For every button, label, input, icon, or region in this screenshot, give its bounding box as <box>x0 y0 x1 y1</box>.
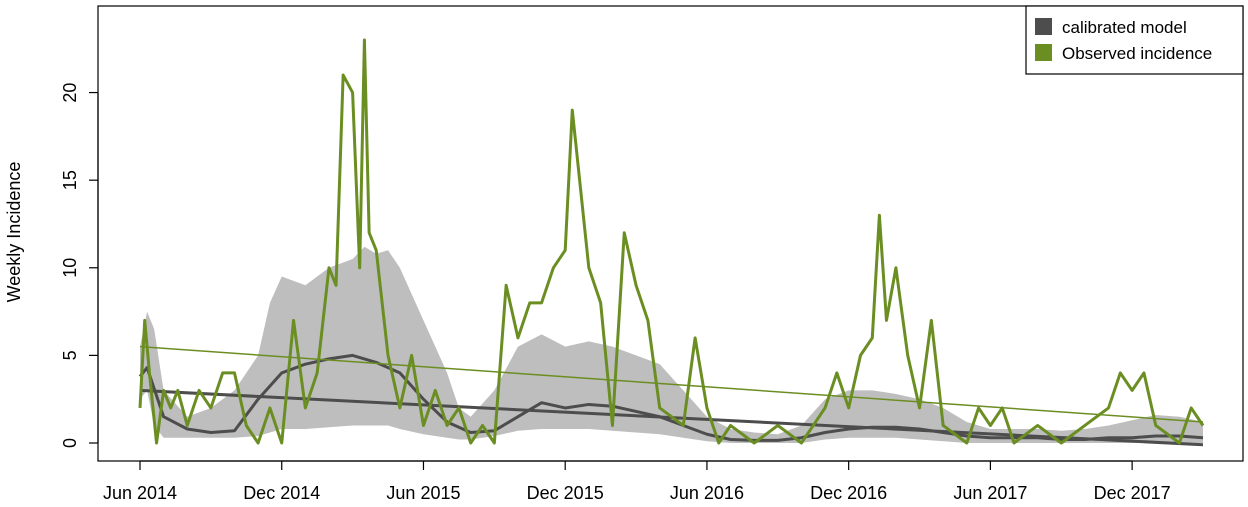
x-tick-label-dec-2015: Dec 2015 <box>527 483 604 503</box>
legend-swatch-calibrated-model <box>1035 18 1052 35</box>
x-tick-label-dec-2014: Dec 2014 <box>243 483 320 503</box>
y-tick-label-15: 15 <box>60 170 80 190</box>
legend-label-calibrated-model: calibrated model <box>1062 18 1187 37</box>
series-observed-incidence-trend <box>139 345 1204 423</box>
y-axis: 0 5 10 15 20 <box>60 83 99 448</box>
x-tick-label-jun-2014: Jun 2014 <box>103 483 177 503</box>
confidence-band <box>140 246 1203 443</box>
x-tick-label-jun-2016: Jun 2016 <box>670 483 744 503</box>
y-axis-label: Weekly Incidence <box>4 162 24 303</box>
series-layer <box>138 38 1205 447</box>
legend-box <box>1025 5 1244 75</box>
y-tick-label-10: 10 <box>60 258 80 278</box>
legend-swatch-observed-incidence <box>1035 44 1052 61</box>
legend-label-observed-incidence: Observed incidence <box>1062 44 1212 63</box>
legend: calibrated model Observed incidence <box>1025 5 1244 75</box>
x-tick-label-dec-2016: Dec 2016 <box>810 483 887 503</box>
y-tick-label-0: 0 <box>60 438 80 448</box>
x-tick-label-dec-2017: Dec 2017 <box>1094 483 1171 503</box>
x-tick-label-jun-2017: Jun 2017 <box>953 483 1027 503</box>
x-axis: Jun 2014 Dec 2014 Jun 2015 Dec 2015 Jun 2016… <box>103 460 1171 503</box>
y-tick-label-5: 5 <box>60 350 80 360</box>
confidence-band-area <box>140 246 1203 443</box>
y-tick-label-20: 20 <box>60 83 80 103</box>
series-observed-incidence <box>138 38 1205 445</box>
x-tick-label-jun-2015: Jun 2015 <box>386 483 460 503</box>
